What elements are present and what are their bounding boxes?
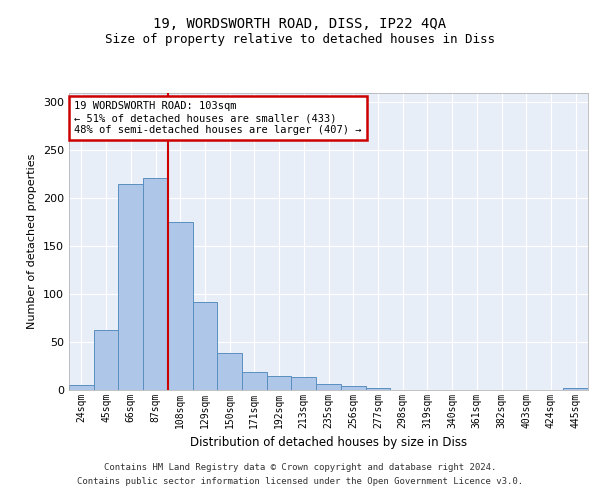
Text: Contains HM Land Registry data © Crown copyright and database right 2024.: Contains HM Land Registry data © Crown c…: [104, 464, 496, 472]
Bar: [292, 376, 316, 390]
Text: 19 WORDSWORTH ROAD: 103sqm
← 51% of detached houses are smaller (433)
48% of sem: 19 WORDSWORTH ROAD: 103sqm ← 51% of deta…: [74, 102, 362, 134]
Bar: [69, 385, 94, 390]
Y-axis label: Number of detached properties: Number of detached properties: [28, 154, 37, 329]
Bar: [341, 386, 365, 390]
Text: 19, WORDSWORTH ROAD, DISS, IP22 4QA: 19, WORDSWORTH ROAD, DISS, IP22 4QA: [154, 18, 446, 32]
Text: Size of property relative to detached houses in Diss: Size of property relative to detached ho…: [105, 32, 495, 46]
Bar: [267, 376, 292, 390]
Bar: [563, 388, 588, 390]
Bar: [316, 384, 341, 390]
Text: Contains public sector information licensed under the Open Government Licence v3: Contains public sector information licen…: [77, 477, 523, 486]
Bar: [143, 178, 168, 390]
Bar: [365, 388, 390, 390]
Bar: [94, 330, 118, 390]
Bar: [168, 222, 193, 390]
Bar: [193, 302, 217, 390]
Bar: [217, 352, 242, 390]
Bar: [118, 184, 143, 390]
Bar: [242, 372, 267, 390]
X-axis label: Distribution of detached houses by size in Diss: Distribution of detached houses by size …: [190, 436, 467, 450]
